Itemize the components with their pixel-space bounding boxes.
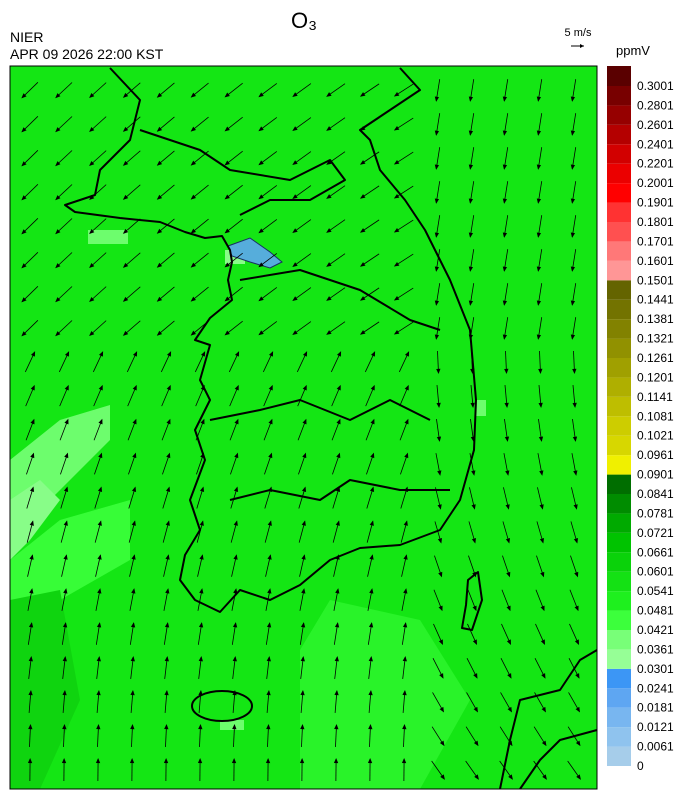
color-swatch bbox=[607, 455, 631, 474]
colorbar-tick-label: 0.0421 bbox=[637, 623, 674, 637]
colorbar-tick-label: 0.2201 bbox=[637, 157, 674, 171]
colorbar-tick-label: 0.0901 bbox=[637, 468, 674, 482]
color-swatch bbox=[607, 125, 631, 144]
colorbar: 0 0.0061 0.0121 0.0181 0.0241 0.0301 0.0361 0.0… bbox=[607, 66, 674, 773]
color-swatch bbox=[607, 319, 631, 338]
colorbar-tick-label: 0.0841 bbox=[637, 487, 674, 501]
color-swatch bbox=[607, 630, 631, 649]
colorbar-tick-label: 0.0661 bbox=[637, 545, 674, 559]
colorbar-tick-label: 0.0601 bbox=[637, 565, 674, 579]
datetime: APR 09 2026 22:00 KST bbox=[10, 46, 164, 62]
color-swatch bbox=[607, 261, 631, 280]
colorbar-tick-label: 0.1601 bbox=[637, 254, 674, 268]
colorbar-tick-label: 0.1501 bbox=[637, 273, 674, 287]
colorbar-tick-label: 0.0541 bbox=[637, 584, 674, 598]
color-swatch bbox=[607, 358, 631, 377]
colorbar-tick-label: 0.0361 bbox=[637, 642, 674, 656]
map bbox=[10, 66, 597, 789]
colorbar-tick-label: 0.3001 bbox=[637, 79, 674, 93]
color-swatch bbox=[607, 144, 631, 163]
color-swatch bbox=[607, 86, 631, 105]
color-swatch bbox=[607, 669, 631, 688]
color-swatch bbox=[607, 222, 631, 241]
color-swatch bbox=[607, 611, 631, 630]
colorbar-tick-label: 0.1801 bbox=[637, 215, 674, 229]
agency: NIER bbox=[10, 29, 43, 45]
reference-vector bbox=[571, 44, 584, 48]
colorbar-tick-label: 0.2401 bbox=[637, 137, 674, 151]
colorbar-tick-label: 0.1261 bbox=[637, 351, 674, 365]
colorbar-tick-label: 0.2801 bbox=[637, 98, 674, 112]
colorbar-tick-label: 0 bbox=[637, 759, 644, 773]
color-swatch bbox=[607, 688, 631, 707]
reference-vector-label: 5 m/s bbox=[565, 27, 592, 39]
color-swatch bbox=[607, 397, 631, 416]
color-swatch bbox=[607, 300, 631, 319]
color-swatch bbox=[607, 533, 631, 552]
color-swatch bbox=[607, 513, 631, 532]
colorbar-tick-label: 0.0061 bbox=[637, 740, 674, 754]
colorbar-tick-label: 0.0181 bbox=[637, 701, 674, 715]
color-swatch bbox=[607, 436, 631, 455]
colorbar-tick-label: 0.2601 bbox=[637, 118, 674, 132]
colorbar-tick-label: 0.2001 bbox=[637, 176, 674, 190]
color-swatch bbox=[607, 591, 631, 610]
colorbar-tick-label: 0.0721 bbox=[637, 526, 674, 540]
colorbar-unit: ppmV bbox=[616, 43, 650, 58]
color-swatch bbox=[607, 183, 631, 202]
colorbar-tick-label: 0.0121 bbox=[637, 720, 674, 734]
colorbar-tick-label: 0.1441 bbox=[637, 293, 674, 307]
colorbar-tick-label: 0.1901 bbox=[637, 196, 674, 210]
colorbar-tick-label: 0.0301 bbox=[637, 662, 674, 676]
color-swatch bbox=[607, 475, 631, 494]
color-swatch bbox=[607, 708, 631, 727]
color-swatch bbox=[607, 339, 631, 358]
color-swatch bbox=[607, 649, 631, 668]
colorbar-tick-label: 0.1081 bbox=[637, 409, 674, 423]
colorbar-tick-label: 0.0241 bbox=[637, 681, 674, 695]
colorbar-tick-label: 0.0481 bbox=[637, 604, 674, 618]
color-swatch bbox=[607, 552, 631, 571]
color-swatch bbox=[607, 727, 631, 746]
color-swatch bbox=[607, 377, 631, 396]
colorbar-tick-label: 0.0961 bbox=[637, 448, 674, 462]
colorbar-tick-label: 0.1141 bbox=[637, 390, 673, 404]
color-swatch bbox=[607, 203, 631, 222]
color-swatch bbox=[607, 747, 631, 766]
color-swatch bbox=[607, 66, 631, 86]
color-swatch bbox=[607, 416, 631, 435]
color-swatch bbox=[607, 494, 631, 513]
color-swatch bbox=[607, 241, 631, 260]
colorbar-tick-label: 0.1321 bbox=[637, 332, 674, 346]
colorbar-tick-label: 0.1021 bbox=[637, 429, 674, 443]
color-swatch bbox=[607, 105, 631, 124]
colorbar-tick-label: 0.1701 bbox=[637, 234, 674, 248]
colorbar-tick-label: 0.1201 bbox=[637, 370, 674, 384]
title: O₃ bbox=[291, 8, 317, 33]
color-swatch bbox=[607, 280, 631, 299]
colorbar-tick-label: 0.0781 bbox=[637, 506, 674, 520]
color-swatch bbox=[607, 164, 631, 183]
colorbar-tick-label: 0.1381 bbox=[637, 312, 674, 326]
color-swatch bbox=[607, 572, 631, 591]
